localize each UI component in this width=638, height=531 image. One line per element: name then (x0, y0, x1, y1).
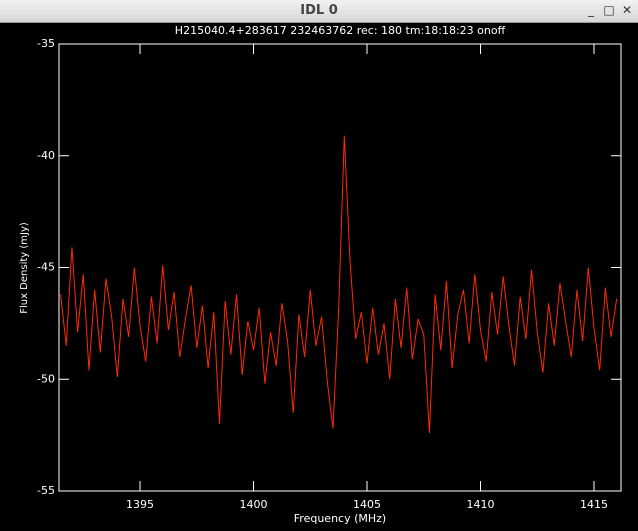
y-tick-label: -40 (37, 149, 55, 162)
y-tick-label: -55 (37, 484, 55, 497)
x-tick-label: 1395 (126, 498, 154, 511)
chart-title: H215040.4+283617 232463762 rec: 180 tm:1… (175, 24, 506, 37)
x-axis-label: Frequency (MHz) (294, 512, 386, 525)
spectrum-line (60, 135, 618, 433)
close-button[interactable]: ✕ (621, 3, 633, 17)
x-tick-label: 1415 (580, 498, 608, 511)
chart: H215040.4+283617 232463762 rec: 180 tm:1… (19, 24, 622, 525)
window-title: IDL 0 (300, 3, 338, 18)
x-tick-label: 1400 (240, 498, 268, 511)
x-tick-label: 1410 (467, 498, 495, 511)
y-tick-label: -35 (37, 37, 55, 50)
maximize-button[interactable]: □ (603, 3, 615, 17)
title-bar: IDL 0 _ □ ✕ (0, 0, 638, 23)
minimize-button[interactable]: _ (588, 3, 594, 17)
y-tick-label: -45 (37, 261, 55, 274)
x-tick-label: 1405 (353, 498, 381, 511)
y-tick-label: -50 (37, 372, 55, 385)
y-axis-label: Flux Density (mJy) (19, 222, 30, 314)
